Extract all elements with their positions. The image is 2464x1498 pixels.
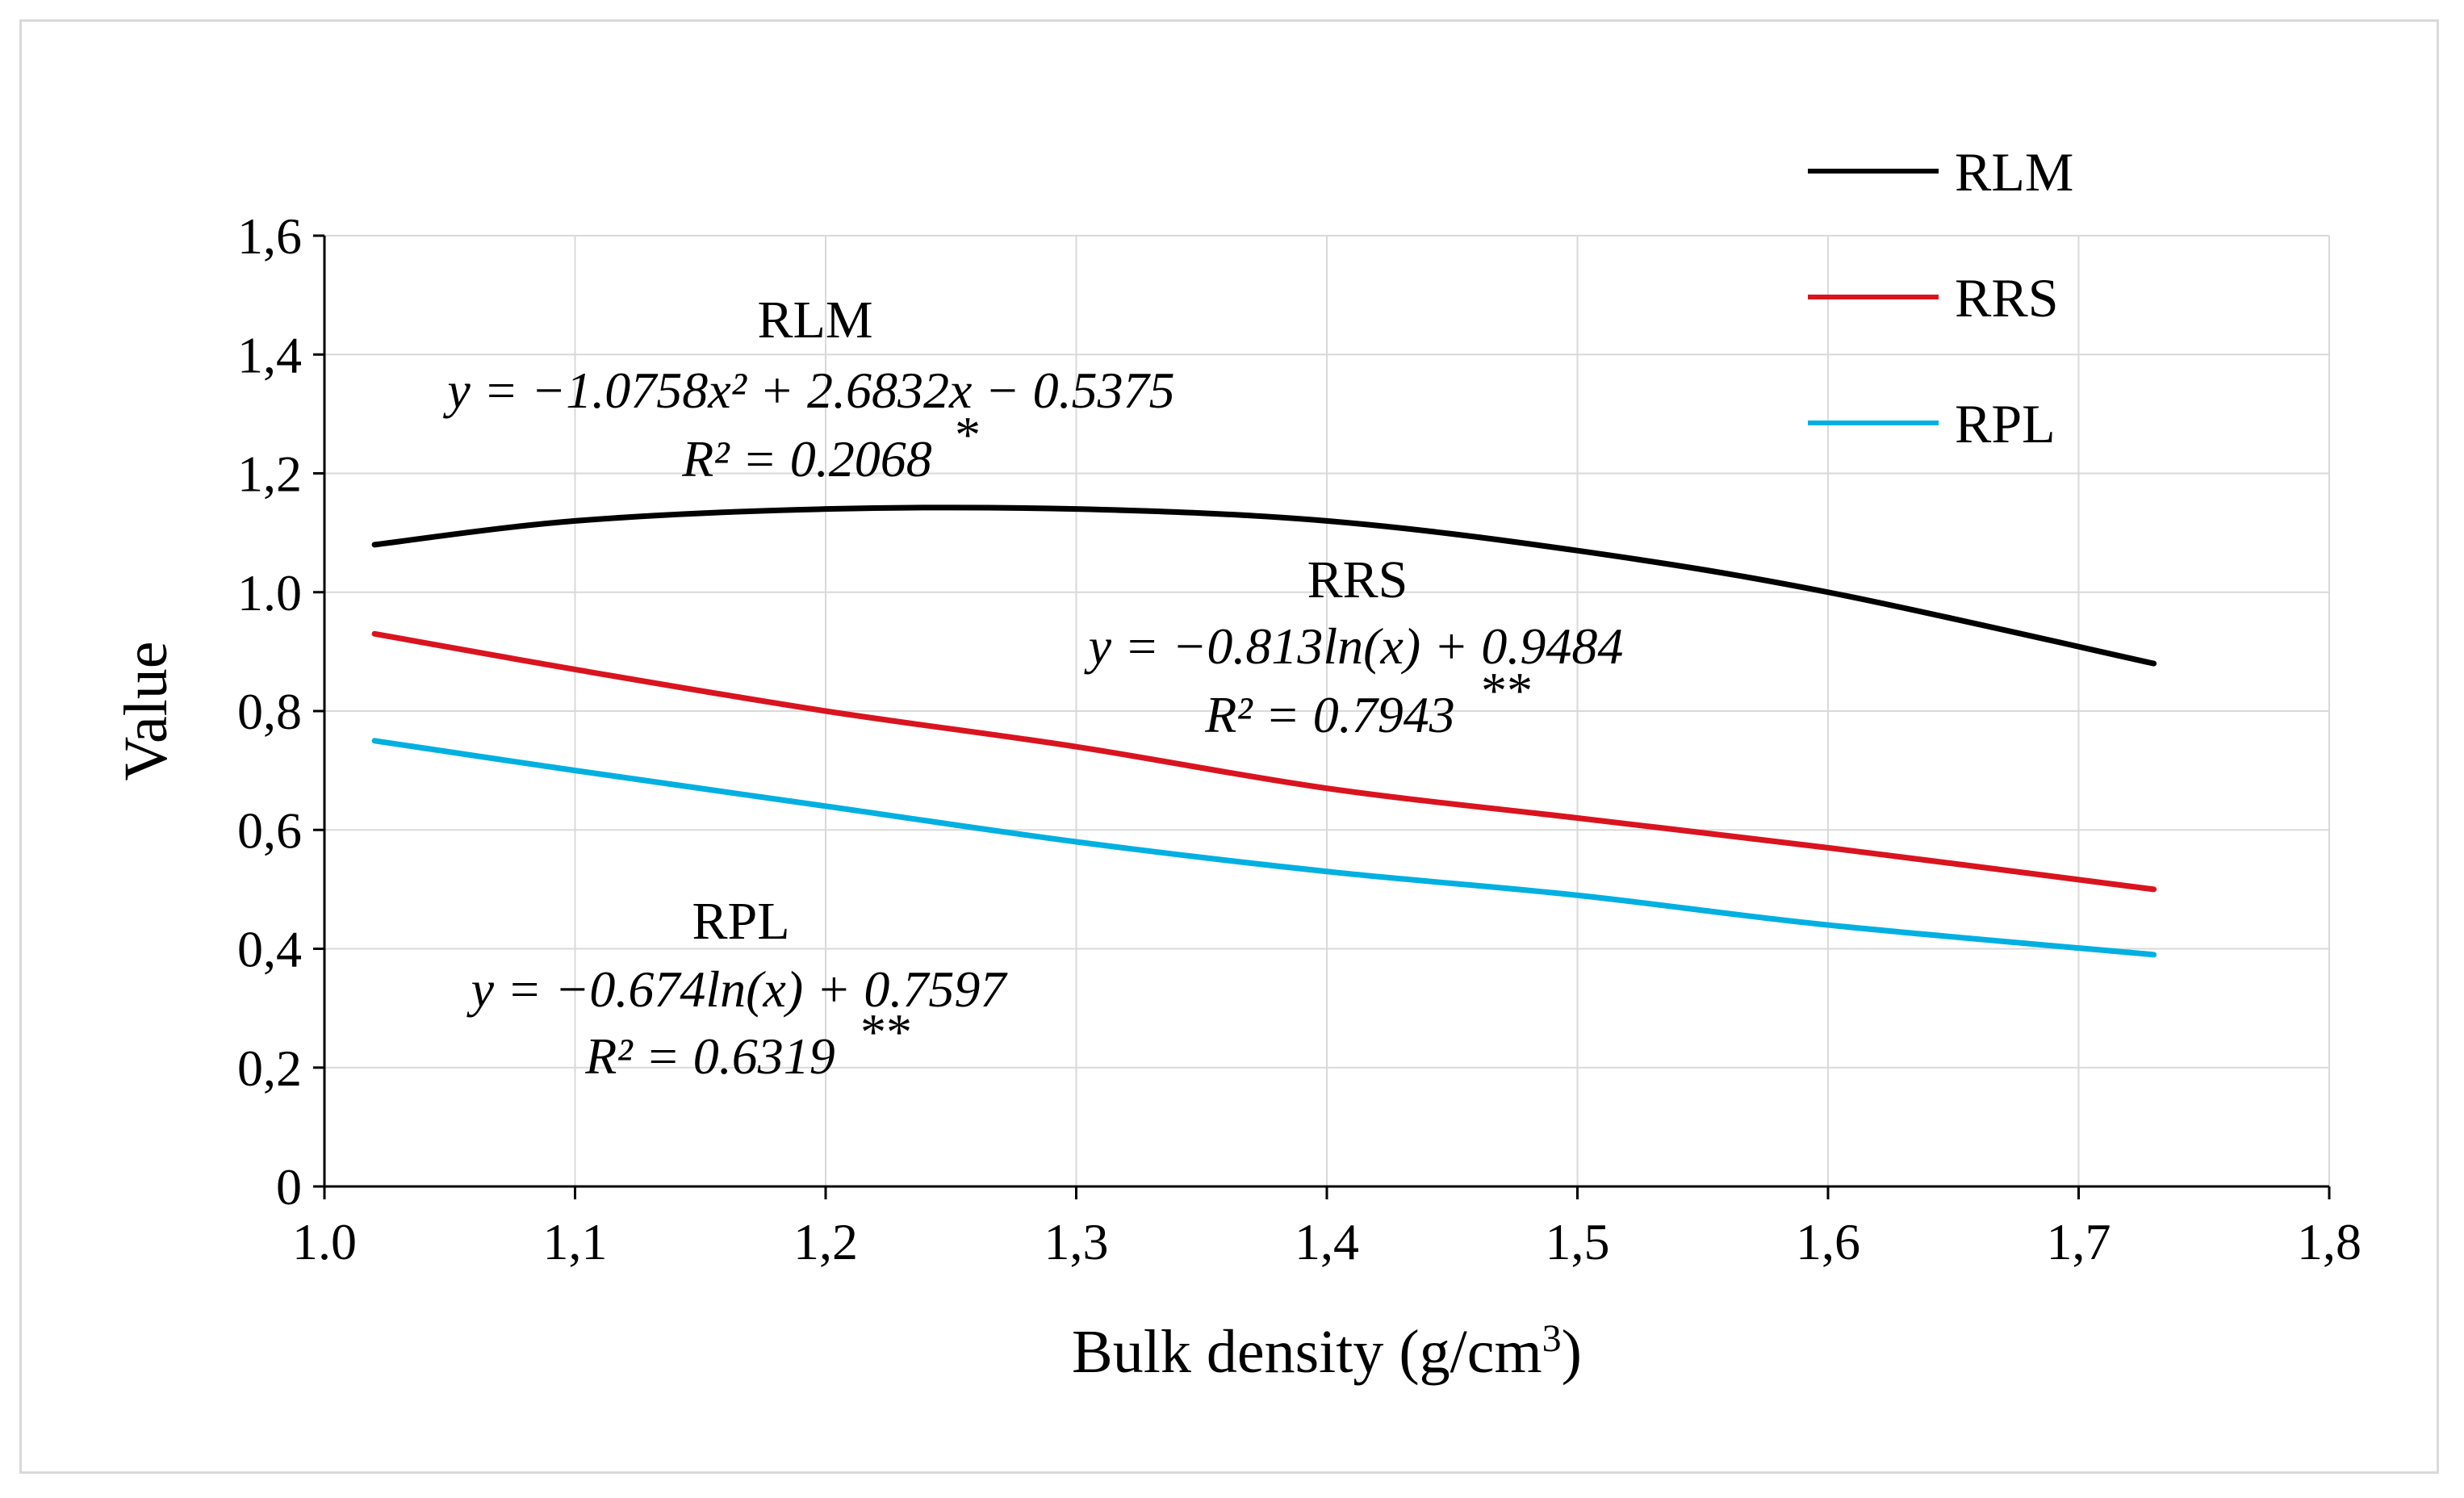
x-axis-title-sup: 3 — [1542, 1317, 1562, 1360]
annotation-rlm-title: RLM — [757, 291, 872, 349]
x-tick-label: 1,3 — [1044, 1213, 1109, 1270]
y-tick-label: 0,6 — [237, 801, 302, 859]
tick-labels: 0 0,2 0,4 0,6 0,8 1.0 1,2 1,4 1,6 1.0 1,1 1,2 1,3 1,4… — [237, 207, 2362, 1270]
y-tick-label: 1,2 — [237, 446, 302, 503]
series-line-rrs — [371, 630, 2157, 893]
annotation-rrs: RRS y = −0.813ln(x) + 0.9484 R² = 0.7943… — [1084, 550, 1624, 743]
series-line-rlm — [371, 504, 2157, 667]
annotation-rrs-title: RRS — [1307, 550, 1408, 609]
annotation-rpl-significance: ** — [858, 1003, 910, 1061]
annotation-rrs-significance: ** — [1479, 662, 1530, 719]
x-axis-title: Bulk density (g/cm3) — [1072, 1317, 1582, 1387]
x-tick-label: 1,1 — [543, 1213, 608, 1270]
y-tick-label: 1,6 — [237, 207, 302, 265]
y-tick-label: 0,2 — [237, 1040, 302, 1097]
legend-label-rlm: RLM — [1955, 141, 2073, 203]
annotation-rlm-equation: y = −1.0758x² + 2.6832x − 0.5375 — [442, 362, 1174, 419]
x-tick-label: 1,4 — [1295, 1213, 1359, 1270]
legend: RLM RRS RPL — [1808, 141, 2073, 454]
annotation-rpl-equation: y = −0.674ln(x) + 0.7597 — [466, 960, 1009, 1018]
annotation-rlm-significance: * — [952, 406, 978, 463]
y-tick-label: 0,8 — [237, 683, 302, 740]
annotation-rpl: RPL y = −0.674ln(x) + 0.7597 R² = 0.6319… — [466, 892, 1009, 1085]
legend-label-rrs: RRS — [1955, 267, 2059, 328]
x-tick-label: 1,5 — [1546, 1213, 1610, 1270]
x-tick-label: 1.0 — [292, 1213, 357, 1270]
y-tick-label: 0 — [276, 1158, 302, 1216]
series-lines — [371, 504, 2157, 958]
x-tick-label: 1,6 — [1796, 1213, 1860, 1270]
x-tick-label: 1,7 — [2047, 1213, 2111, 1270]
annotation-rpl-r2: R² = 0.6319 — [584, 1027, 835, 1085]
y-axis-title: Value — [112, 641, 180, 780]
series-line-rpl — [371, 738, 2157, 958]
annotation-rlm: RLM y = −1.0758x² + 2.6832x − 0.5375 R² … — [442, 291, 1174, 487]
x-tick-label: 1,2 — [793, 1213, 858, 1270]
annotation-rrs-r2: R² = 0.7943 — [1204, 686, 1454, 743]
y-tick-label: 0,4 — [237, 921, 302, 978]
x-axis-title-close: ) — [1562, 1318, 1582, 1386]
y-tick-label: 1.0 — [237, 564, 302, 621]
annotation-rlm-r2: R² = 0.2068 — [681, 430, 931, 487]
annotation-rrs-equation: y = −0.813ln(x) + 0.9484 — [1084, 617, 1624, 675]
y-tick-label: 1,4 — [237, 326, 302, 383]
tick-marks — [313, 234, 2331, 1199]
x-axis-title-main: Bulk density (g/cm — [1072, 1318, 1542, 1386]
legend-label-rpl: RPL — [1955, 393, 2056, 454]
annotation-rpl-title: RPL — [692, 892, 789, 951]
x-tick-label: 1,8 — [2297, 1213, 2362, 1270]
